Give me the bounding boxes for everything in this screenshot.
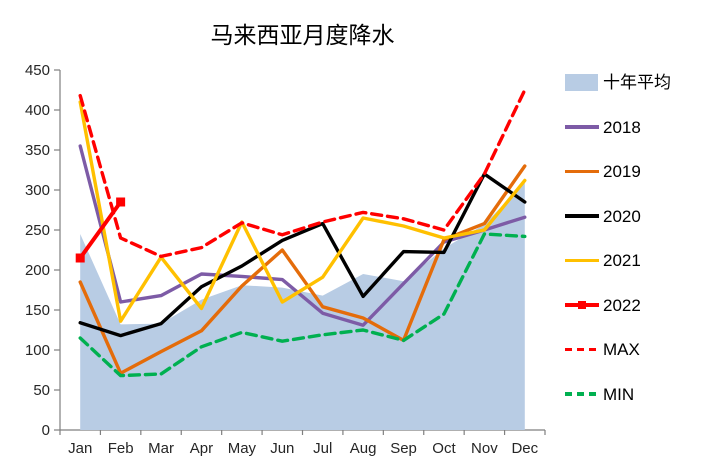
axis-labels: 0 50 100 150 200 250 300 350 400 450 Jan Feb Mar Apr M… [25,62,539,457]
dashed-swatch-icon [565,341,599,358]
y-tick-label: 100 [25,342,50,359]
x-tick-label: Oct [432,440,456,457]
line-swatch-icon [565,208,599,225]
square-marker [116,197,126,207]
x-tick-label: Jun [270,440,294,457]
line-swatch-icon [565,252,599,269]
series-十年平均 [80,182,525,430]
y-tick-label: 150 [25,302,50,319]
legend-label: 2019 [603,162,641,181]
legend-item-min: MIN [565,386,705,403]
y-tick-label: 50 [33,382,50,399]
square-marker [75,253,85,263]
y-tick-label: 400 [25,102,50,119]
legend-label: 十年平均 [603,73,671,92]
series-2020 [78,172,527,338]
x-tick-label: Mar [148,440,174,457]
x-tick-label: Jan [68,440,92,457]
x-tick-label: Aug [350,440,377,457]
chart-legend: 十年平均 2018 2019 2020 2021 2022 MAX MIN [565,74,705,430]
legend-label: 2022 [603,295,641,315]
area-swatch-icon [565,74,599,91]
legend-item-2020: 2020 [565,208,705,225]
y-tick-label: 300 [25,182,50,199]
line-swatch-icon [565,119,599,136]
y-tick-label: 200 [25,262,50,279]
x-tick-label: May [228,440,257,457]
legend-item-2019: 2019 [565,163,705,180]
legend-label: MAX [603,340,640,359]
legend-label: 2021 [603,251,641,270]
legend-item-max: MAX [565,341,705,358]
y-tick-label: 350 [25,142,50,159]
legend-label: 2018 [603,117,641,137]
legend-item-2018: 2018 [565,119,705,136]
x-tick-label: Feb [108,440,134,457]
legend-item-2021: 2021 [565,252,705,269]
dashed-swatch-icon [565,386,599,403]
legend-label: MIN [603,384,635,404]
y-tick-label: 250 [25,222,50,239]
series-MAX [78,88,527,259]
y-tick-label: 0 [42,422,50,439]
x-tick-label: Sep [390,440,417,457]
x-tick-label: Apr [190,440,213,457]
line-marker-swatch-icon [565,297,599,314]
legend-label: 2020 [603,206,641,226]
y-tick-label: 450 [25,62,50,79]
x-tick-label: Nov [471,440,498,457]
chart-title: 马来西亚月度降水 [210,23,395,49]
series-MIN [78,232,527,378]
series-2021 [78,100,527,323]
legend-item-2022: 2022 [565,297,705,314]
line-swatch-icon [565,163,599,180]
x-tick-label: Dec [511,440,538,457]
legend-item-ten-year-average: 十年平均 [565,74,705,91]
x-tick-label: Jul [313,440,332,457]
